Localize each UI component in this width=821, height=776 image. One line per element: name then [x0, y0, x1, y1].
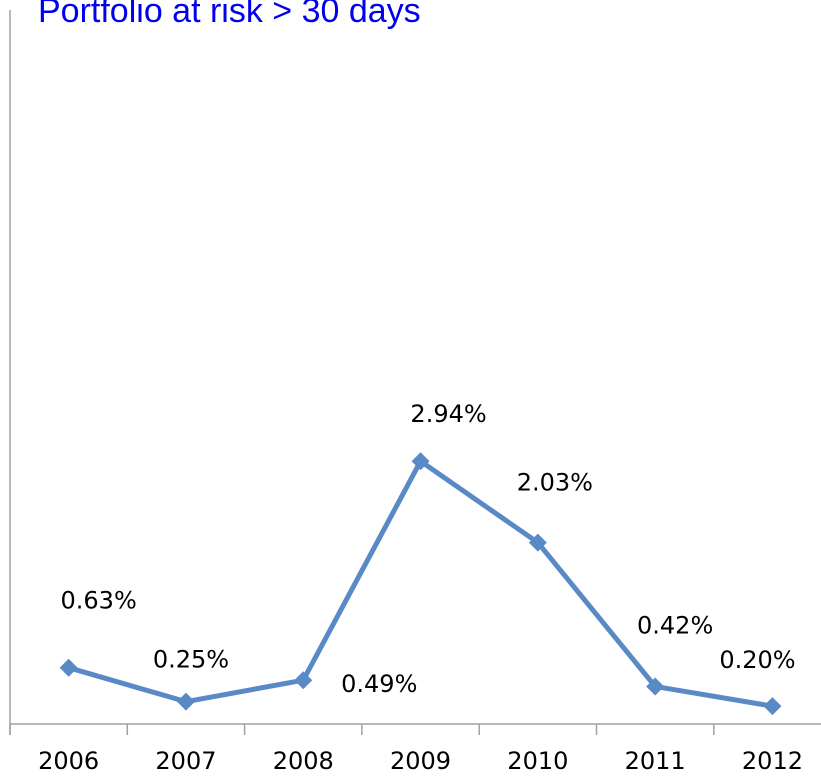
- marker: [411, 452, 430, 471]
- marker: [59, 658, 78, 677]
- x-tick-label: 2010: [507, 747, 568, 775]
- data-label: 0.20%: [719, 646, 795, 674]
- marker: [763, 697, 782, 716]
- marker: [176, 692, 195, 711]
- data-label: 2.94%: [410, 400, 486, 428]
- data-label: 2.03%: [517, 469, 593, 497]
- x-tick-label: 2009: [390, 747, 451, 775]
- data-label: 0.63%: [61, 587, 137, 615]
- x-tick-label: 2012: [742, 747, 803, 775]
- marker: [294, 671, 313, 690]
- x-tick-label: 2011: [625, 747, 686, 775]
- x-tick-label: 2006: [38, 747, 99, 775]
- data-label: 0.49%: [341, 670, 417, 698]
- data-label: 0.25%: [153, 646, 229, 674]
- data-label: 0.42%: [637, 611, 713, 639]
- marker: [646, 677, 665, 696]
- marker: [528, 533, 547, 552]
- x-tick-label: 2007: [155, 747, 216, 775]
- chart-title: Portfolio at risk > 30 days: [38, 0, 421, 30]
- x-tick-label: 2008: [273, 747, 334, 775]
